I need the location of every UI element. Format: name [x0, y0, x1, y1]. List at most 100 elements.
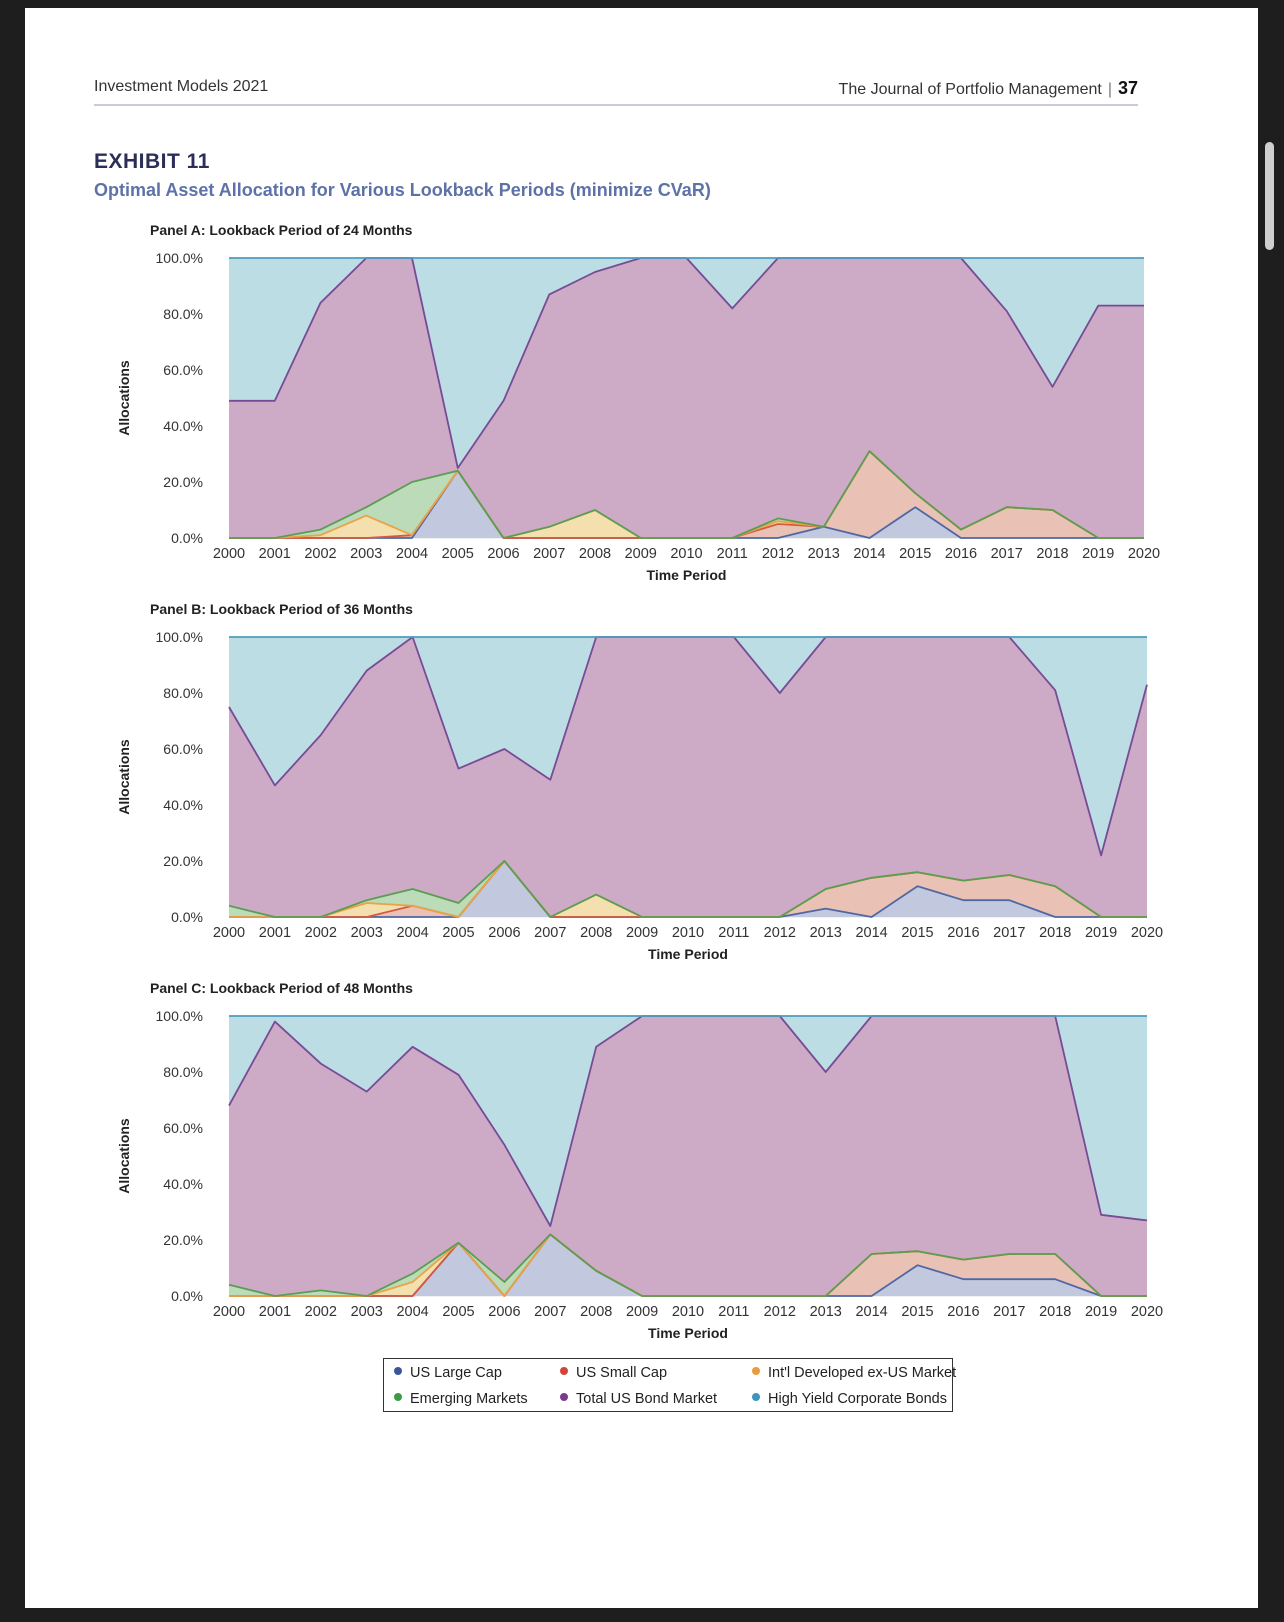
- area-total-us-bond-market: [229, 637, 1147, 917]
- area-high-yield-corporate-bonds: [229, 1016, 1147, 1226]
- y-tick-label: 20.0%: [163, 853, 203, 869]
- x-tick-label: 2004: [396, 1304, 428, 1320]
- x-tick-label: 2004: [396, 925, 428, 941]
- y-tick-label: 40.0%: [163, 1176, 203, 1192]
- x-tick-label: 2015: [901, 925, 933, 941]
- x-tick-label: 2010: [672, 1304, 704, 1320]
- y-tick-label: 60.0%: [163, 362, 203, 378]
- legend-label: High Yield Corporate Bonds: [768, 1391, 947, 1407]
- x-axis-label: Time Period: [648, 946, 728, 962]
- y-tick-label: 80.0%: [163, 685, 203, 701]
- y-tick-label: 80.0%: [163, 306, 203, 322]
- area-us-large-cap: [229, 1234, 1147, 1296]
- area-us-small-cap: [229, 861, 1147, 917]
- x-tick-label: 2002: [305, 1304, 337, 1320]
- running-head: Investment Models 2021 The Journal of Po…: [94, 70, 1138, 106]
- exhibit-label: EXHIBIT 11: [94, 150, 210, 173]
- y-tick-label: 0.0%: [171, 530, 203, 546]
- x-tick-label: 2009: [626, 1304, 658, 1320]
- legend-item: Emerging Markets: [394, 1391, 528, 1407]
- panel-title: Panel C: Lookback Period of 48 Months: [150, 980, 413, 996]
- scrollbar-track[interactable]: [1262, 0, 1284, 1622]
- area-high-yield-corporate-bonds: [229, 637, 1147, 856]
- x-tick-label: 2007: [534, 925, 566, 941]
- legend-marker-icon: [752, 1393, 760, 1402]
- x-tick-label: 2018: [1039, 1304, 1071, 1320]
- legend-label: Emerging Markets: [410, 1391, 528, 1407]
- x-tick-label: 2016: [945, 546, 977, 562]
- y-tick-label: 60.0%: [163, 741, 203, 757]
- y-axis-label: Allocations: [116, 1118, 132, 1194]
- series-line-emerging-markets: [229, 450, 1144, 539]
- x-tick-label: 2010: [670, 546, 702, 562]
- x-tick-label: 2006: [488, 925, 520, 941]
- x-tick-label: 2018: [1039, 925, 1071, 941]
- x-tick-label: 2017: [991, 546, 1023, 562]
- x-tick-label: 2012: [762, 546, 794, 562]
- legend-label: Total US Bond Market: [576, 1391, 718, 1407]
- x-tick-label: 2003: [350, 546, 382, 562]
- chart-legend: US Large Cap US Small Cap Int'l Developed …: [383, 1358, 956, 1412]
- y-tick-label: 100.0%: [156, 250, 203, 266]
- legend-item: Int'l Developed ex-US Market: [752, 1365, 956, 1381]
- y-tick-label: 0.0%: [171, 909, 203, 925]
- x-tick-label: 2000: [213, 925, 245, 941]
- legend-item: High Yield Corporate Bonds: [752, 1391, 947, 1407]
- legend-marker-icon: [560, 1393, 568, 1402]
- x-tick-label: 2020: [1128, 546, 1160, 562]
- x-tick-label: 2010: [672, 925, 704, 941]
- journal-name: The Journal of Portfolio Management: [838, 81, 1102, 98]
- x-tick-label: 2014: [855, 925, 887, 941]
- area-us-large-cap: [229, 470, 1144, 538]
- y-tick-label: 100.0%: [156, 629, 203, 645]
- x-tick-label: 2016: [947, 925, 979, 941]
- area-high-yield-corporate-bonds: [229, 258, 1144, 468]
- x-tick-label: 2007: [533, 546, 565, 562]
- y-tick-label: 40.0%: [163, 797, 203, 813]
- x-tick-label: 2013: [808, 546, 840, 562]
- x-tick-label: 2004: [396, 546, 428, 562]
- y-tick-label: 60.0%: [163, 1120, 203, 1136]
- x-tick-label: 2015: [901, 1304, 933, 1320]
- x-tick-label: 2019: [1082, 546, 1114, 562]
- x-tick-label: 2011: [718, 1304, 749, 1320]
- legend-label: US Small Cap: [576, 1365, 668, 1381]
- scrollbar-thumb[interactable]: [1265, 142, 1274, 250]
- x-tick-label: 2001: [259, 1304, 291, 1320]
- area-emerging-markets: [229, 451, 1144, 538]
- x-tick-label: 2008: [579, 546, 611, 562]
- x-tick-label: 2009: [625, 546, 657, 562]
- x-tick-label: 2008: [580, 1304, 612, 1320]
- legend-label: Int'l Developed ex-US Market: [768, 1365, 957, 1381]
- x-tick-label: 2011: [718, 925, 749, 941]
- page-number: 37: [1117, 78, 1138, 98]
- x-tick-label: 2014: [853, 546, 885, 562]
- x-tick-label: 2013: [810, 1304, 842, 1320]
- series-line-emerging-markets: [228, 860, 1147, 918]
- x-tick-label: 2000: [213, 1304, 245, 1320]
- legend-item: Total US Bond Market: [560, 1391, 717, 1407]
- x-tick-label: 2014: [855, 1304, 887, 1320]
- x-tick-label: 2001: [259, 546, 291, 562]
- x-tick-label: 2002: [304, 546, 336, 562]
- x-tick-label: 2011: [717, 546, 748, 562]
- x-tick-label: 2012: [764, 1304, 796, 1320]
- area-us-large-cap: [229, 861, 1147, 917]
- x-tick-label: 2013: [810, 925, 842, 941]
- x-tick-label: 2016: [947, 1304, 979, 1320]
- panel-title: Panel A: Lookback Period of 24 Months: [150, 222, 413, 238]
- x-tick-label: 2006: [487, 546, 519, 562]
- x-tick-label: 2020: [1131, 1304, 1163, 1320]
- x-tick-label: 2002: [305, 925, 337, 941]
- x-axis-label: Time Period: [648, 1325, 728, 1341]
- area-us-small-cap: [229, 451, 1144, 538]
- x-tick-label: 2019: [1085, 925, 1117, 941]
- x-tick-label: 2000: [213, 546, 245, 562]
- x-tick-label: 2019: [1085, 1304, 1117, 1320]
- legend-marker-icon: [394, 1367, 402, 1376]
- journal-name-and-page: The Journal of Portfolio Management | 37: [838, 78, 1138, 98]
- legend-marker-icon: [394, 1393, 402, 1402]
- x-tick-label: 2005: [442, 546, 474, 562]
- x-tick-label: 2020: [1131, 925, 1163, 941]
